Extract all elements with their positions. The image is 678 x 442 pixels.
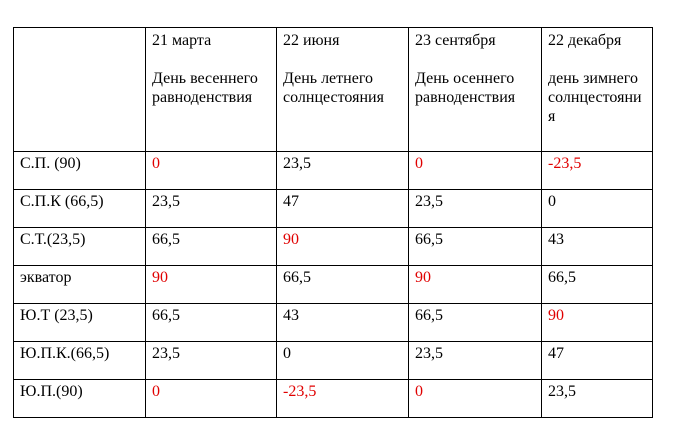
- header-cell: 22 декабря день зимнего солнцестояния: [541, 27, 653, 152]
- value-cell: 0: [145, 151, 277, 190]
- cell-value: 23,5: [415, 193, 443, 210]
- row-label-cell: С.Т.(23,5): [13, 227, 146, 266]
- value-cell: 66,5: [276, 265, 409, 304]
- row-label-cell: С.П. (90): [13, 151, 146, 190]
- cell-value: 43: [283, 307, 299, 324]
- value-cell: 66,5: [541, 265, 653, 304]
- cell-value: 23,5: [415, 345, 443, 362]
- table-body: 21 марта День весеннего равноденствия 22 и…: [13, 27, 653, 418]
- value-cell: 90: [145, 265, 277, 304]
- value-cell: 66,5: [408, 227, 542, 266]
- cell-value: 0: [548, 193, 556, 210]
- table-row: Ю.П.К.(66,5) 23,5 0 23,5 47: [13, 341, 653, 380]
- value-cell: -23,5: [276, 379, 409, 418]
- cell-value: 90: [548, 307, 564, 324]
- cell-value: 47: [283, 193, 299, 210]
- cell-value: 0: [415, 383, 423, 400]
- cell-value: 0: [152, 383, 160, 400]
- value-cell: 66,5: [145, 227, 277, 266]
- row-label: Ю.П.(90): [20, 383, 83, 400]
- cell-value: -23,5: [283, 383, 317, 400]
- value-cell: 90: [408, 265, 542, 304]
- header-description: День весеннего равноденствия: [152, 70, 258, 106]
- row-label: Ю.Т (23,5): [20, 307, 93, 324]
- cell-value: 90: [283, 231, 299, 248]
- header-cell: 23 сентября День осеннего равноденствия: [408, 27, 542, 152]
- row-label-cell: Ю.П.К.(66,5): [13, 341, 146, 380]
- value-cell: 90: [541, 303, 653, 342]
- header-description: день зимнего солнцестояния: [548, 70, 642, 125]
- value-cell: 0: [276, 341, 409, 380]
- value-cell: 23,5: [276, 151, 409, 190]
- value-cell: 90: [276, 227, 409, 266]
- value-cell: 23,5: [541, 379, 653, 418]
- value-cell: 43: [276, 303, 409, 342]
- header-date: 23 сентября: [415, 32, 496, 49]
- header-date: 22 декабря: [548, 32, 622, 49]
- value-cell: 0: [145, 379, 277, 418]
- value-cell: 23,5: [408, 189, 542, 228]
- header-row: 21 марта День весеннего равноденствия 22 и…: [13, 27, 653, 152]
- header-cell: [13, 27, 146, 152]
- row-label: Ю.П.К.(66,5): [20, 345, 110, 362]
- cell-value: -23,5: [548, 155, 582, 172]
- cell-value: 23,5: [152, 193, 180, 210]
- cell-value: 23,5: [548, 383, 576, 400]
- row-label-cell: С.П.К (66,5): [13, 189, 146, 228]
- header-cell: 21 марта День весеннего равноденствия: [145, 27, 277, 152]
- cell-value: 23,5: [152, 345, 180, 362]
- table-row: С.П.К (66,5) 23,5 47 23,5 0: [13, 189, 653, 228]
- value-cell: 0: [408, 151, 542, 190]
- row-label-cell: Ю.П.(90): [13, 379, 146, 418]
- table-row: Ю.П.(90) 0 -23,5 0 23,5: [13, 379, 653, 418]
- cell-value: 66,5: [415, 307, 443, 324]
- table-row: Ю.Т (23,5) 66,5 43 66,5 90: [13, 303, 653, 342]
- cell-value: 66,5: [152, 307, 180, 324]
- cell-value: 66,5: [415, 231, 443, 248]
- header-description: День осеннего равноденствия: [415, 70, 516, 106]
- row-label: С.Т.(23,5): [20, 231, 86, 248]
- cell-value: 66,5: [152, 231, 180, 248]
- value-cell: 47: [276, 189, 409, 228]
- data-table: 21 марта День весеннего равноденствия 22 и…: [13, 27, 653, 418]
- header-date: 22 июня: [283, 32, 340, 49]
- row-label: С.П.К (66,5): [20, 193, 104, 210]
- cell-value: 0: [415, 155, 423, 172]
- value-cell: 0: [408, 379, 542, 418]
- value-cell: -23,5: [541, 151, 653, 190]
- value-cell: 43: [541, 227, 653, 266]
- cell-value: 90: [415, 269, 431, 286]
- cell-value: 66,5: [548, 269, 576, 286]
- value-cell: 47: [541, 341, 653, 380]
- header-cell: 22 июня День летнего солнцестояния: [276, 27, 409, 152]
- cell-value: 47: [548, 345, 564, 362]
- value-cell: 0: [541, 189, 653, 228]
- header-description: День летнего солнцестояния: [283, 70, 384, 106]
- table-row: С.П. (90) 0 23,5 0 -23,5: [13, 151, 653, 190]
- cell-value: 90: [152, 269, 168, 286]
- cell-value: 43: [548, 231, 564, 248]
- table-row: С.Т.(23,5) 66,5 90 66,5 43: [13, 227, 653, 266]
- row-label: С.П. (90): [20, 155, 81, 172]
- row-label-cell: Ю.Т (23,5): [13, 303, 146, 342]
- table-row: экватор 90 66,5 90 66,5: [13, 265, 653, 304]
- value-cell: 23,5: [408, 341, 542, 380]
- value-cell: 23,5: [145, 189, 277, 228]
- row-label-cell: экватор: [13, 265, 146, 304]
- header-date: 21 марта: [152, 32, 212, 49]
- value-cell: 23,5: [145, 341, 277, 380]
- cell-value: 23,5: [283, 155, 311, 172]
- cell-value: 66,5: [283, 269, 311, 286]
- value-cell: 66,5: [408, 303, 542, 342]
- cell-value: 0: [283, 345, 291, 362]
- cell-value: 0: [152, 155, 160, 172]
- value-cell: 66,5: [145, 303, 277, 342]
- row-label: экватор: [20, 269, 72, 286]
